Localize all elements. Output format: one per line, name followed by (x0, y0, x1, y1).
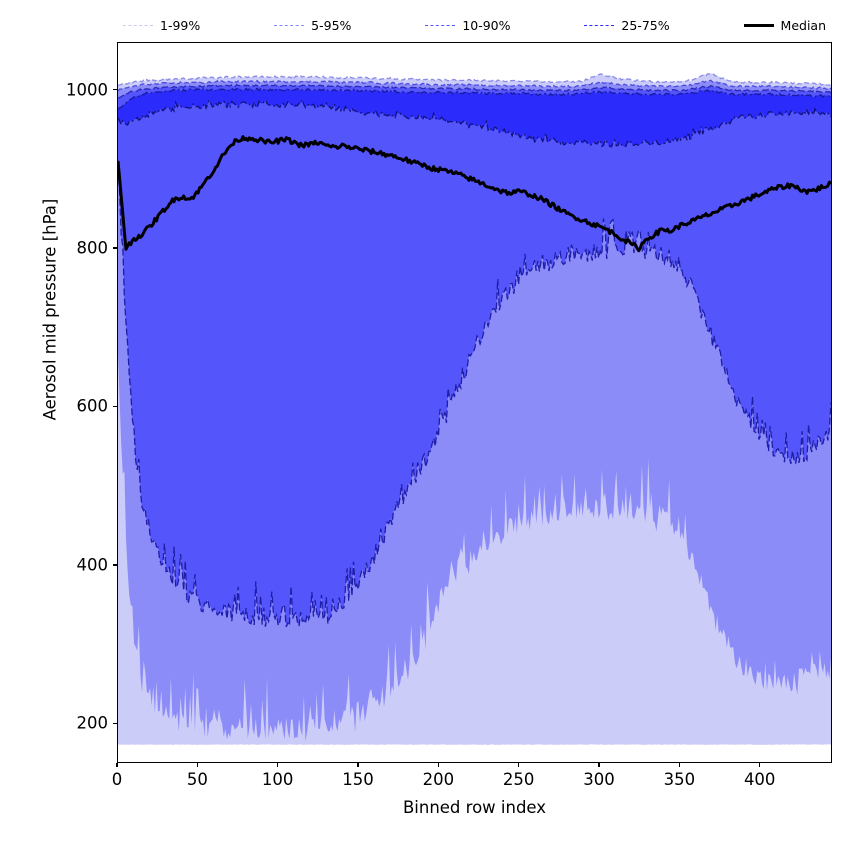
legend-swatch-10-90 (425, 24, 456, 26)
x-tick-label: 350 (663, 770, 696, 789)
band-edge-1-99-lower (118, 72, 831, 87)
percentile-band-plot (118, 72, 831, 745)
y-tick-mark (113, 722, 117, 724)
legend-label-median: Median (780, 17, 826, 33)
y-axis-title-holder: Aerosol mid pressure [hPa] (0, 0, 60, 805)
legend-swatch-25-75 (584, 24, 615, 26)
chart-legend: 1-99% 5-95% 10-90% 25-75% Median (117, 12, 832, 38)
band-edge-10-90-upper (118, 168, 831, 628)
y-tick-label: 600 (76, 396, 109, 416)
x-tick-mark (196, 763, 198, 767)
y-tick-mark (113, 564, 117, 566)
band-edge-5-95-lower (118, 79, 831, 92)
band-edge-25-75-lower (118, 87, 831, 110)
legend-swatch-median (743, 23, 774, 27)
legend-label-5-95: 5-95% (311, 17, 352, 33)
y-tick-label: 1000 (66, 80, 108, 100)
legend-label-1-99: 1-99% (160, 17, 201, 33)
x-tick-mark (277, 763, 279, 767)
x-tick-label: 200 (422, 770, 455, 789)
band-edge-10-90-lower (118, 83, 831, 99)
x-tick-label: 300 (583, 770, 615, 789)
y-tick-mark (113, 88, 117, 91)
x-tick-labels: 0 50 100 150 200 250 300 350 400 (0, 770, 850, 798)
x-tick-label: 150 (342, 770, 374, 789)
x-tick-mark (357, 763, 359, 767)
band-area-10-90 (118, 84, 831, 627)
median-line (118, 135, 831, 253)
x-tick-mark (437, 763, 439, 767)
x-tick-mark (116, 763, 118, 767)
x-tick-mark (518, 763, 520, 767)
legend-entry-10-90: 10-90% (425, 17, 511, 33)
legend-swatch-1-99 (123, 24, 153, 26)
y-tick-label: 400 (76, 555, 109, 575)
band-area-25-75 (118, 88, 831, 147)
legend-label-25-75: 25-75% (621, 17, 670, 33)
x-tick-label: 100 (261, 770, 294, 789)
x-tick-label: 0 (111, 770, 123, 789)
x-tick-mark (678, 763, 680, 767)
x-axis-title: Binned row index (402, 798, 547, 817)
x-tick-mark (598, 763, 600, 767)
x-tick-label: 50 (186, 770, 208, 789)
plot-area (117, 42, 832, 763)
legend-label-10-90: 10-90% (462, 17, 511, 33)
y-tick-labels: 200 400 600 800 1000 (46, 0, 108, 850)
legend-entry-25-75: 25-75% (584, 17, 670, 33)
y-tick-label: 800 (76, 238, 109, 258)
y-tick-mark (113, 405, 117, 408)
y-axis-title: Aerosol mid pressure [hPa] (40, 198, 60, 421)
legend-entry-median: Median (743, 17, 826, 33)
legend-entry-1-99: 1-99% (123, 18, 200, 33)
legend-swatch-5-95 (274, 24, 305, 26)
band-edge-25-75-upper (118, 97, 831, 148)
y-tick-mark (113, 247, 117, 249)
x-tick-mark (759, 763, 761, 767)
legend-entry-5-95: 5-95% (274, 18, 351, 33)
x-tick-label: 400 (743, 770, 776, 789)
x-tick-label: 250 (502, 770, 535, 789)
y-tick-label: 200 (76, 713, 109, 733)
